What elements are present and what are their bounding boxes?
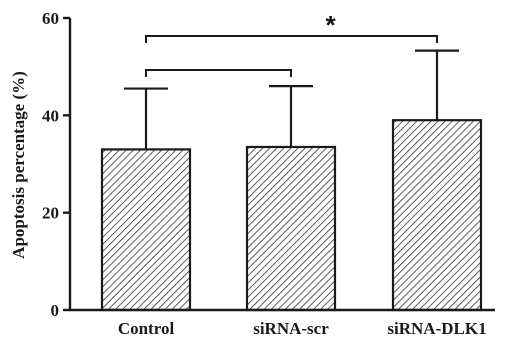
y-tick-label: 40	[42, 106, 59, 125]
significance-bracket	[145, 69, 292, 77]
y-tick-label: 60	[42, 9, 59, 28]
y-tick-label: 0	[51, 301, 60, 320]
bar-control	[100, 148, 192, 312]
error-bars-group	[124, 49, 459, 150]
significance-brackets: *	[145, 10, 438, 77]
y-tick-label: 20	[42, 204, 59, 223]
significance-bracket	[145, 35, 438, 43]
x-axis-labels: Control siRNA-scr siRNA-DLK1	[118, 319, 487, 338]
x-tick-label: siRNA-DLK1	[387, 319, 486, 338]
bars-group	[100, 119, 483, 312]
y-axis-title: Apoptosis percentage (%)	[9, 71, 28, 259]
significance-asterisk: *	[325, 10, 336, 40]
bar-sirna-scr	[245, 145, 337, 312]
x-tick-label: Control	[118, 319, 175, 338]
bar-sirna-dlk1	[391, 119, 483, 312]
y-axis-ticks: 0 20 40 60	[42, 9, 70, 320]
x-tick-label: siRNA-scr	[253, 319, 329, 338]
